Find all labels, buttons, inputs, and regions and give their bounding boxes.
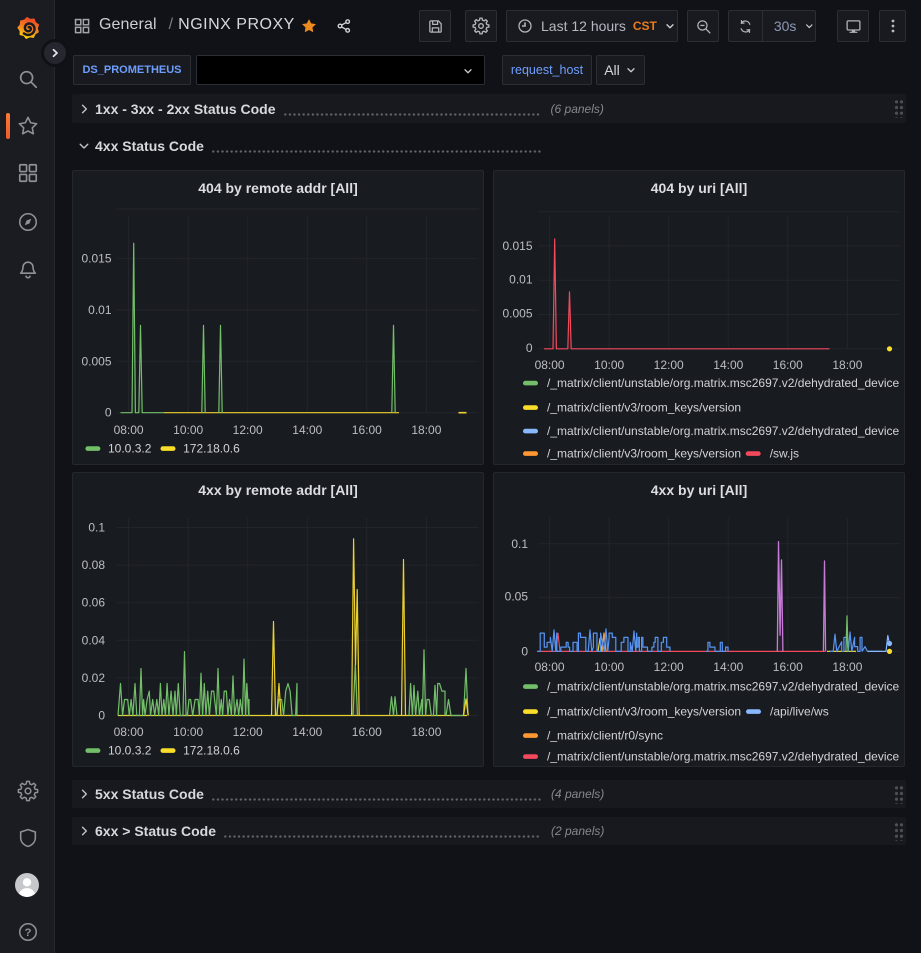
svg-text:12:00: 12:00 (233, 725, 263, 739)
svg-text:0.1: 0.1 (88, 521, 105, 535)
svg-text:0.01: 0.01 (509, 272, 533, 286)
svg-text:172.18.0.6: 172.18.0.6 (183, 744, 240, 758)
svg-text:/_matrix/client/unstable/org.m: /_matrix/client/unstable/org.matrix.msc2… (547, 680, 900, 694)
svg-text:0.015: 0.015 (502, 239, 532, 253)
svg-text:14:00: 14:00 (713, 358, 743, 372)
svg-text:/_matrix/client/v3/room_keys/v: /_matrix/client/v3/room_keys/version (547, 705, 741, 719)
svg-text:0.06: 0.06 (82, 596, 106, 610)
svg-text:0.005: 0.005 (81, 354, 111, 368)
svg-text:?: ? (25, 927, 32, 939)
svg-text:0: 0 (526, 341, 533, 355)
svg-text:12:00: 12:00 (654, 660, 684, 674)
svg-text:0.01: 0.01 (88, 303, 112, 317)
svg-text:/_matrix/client/v3/room_keys/v: /_matrix/client/v3/room_keys/version (547, 401, 741, 415)
svg-text:08:00: 08:00 (535, 358, 565, 372)
svg-text:12:00: 12:00 (233, 423, 263, 437)
svg-text:14:00: 14:00 (292, 423, 322, 437)
svg-text:10.0.3.2: 10.0.3.2 (108, 442, 152, 456)
svg-text:18:00: 18:00 (832, 358, 862, 372)
svg-text:/_matrix/client/v3/room_keys/v: /_matrix/client/v3/room_keys/version (547, 447, 741, 461)
svg-text:/api/live/ws: /api/live/ws (770, 705, 829, 719)
svg-text:0: 0 (105, 406, 112, 420)
svg-text:/_matrix/client/unstable/org.m: /_matrix/client/unstable/org.matrix.msc2… (547, 750, 900, 764)
svg-text:0: 0 (98, 709, 105, 723)
svg-text:0.04: 0.04 (82, 633, 106, 647)
svg-text:0.08: 0.08 (82, 558, 106, 572)
svg-text:10:00: 10:00 (173, 725, 203, 739)
svg-text:/_matrix/client/unstable/org.m: /_matrix/client/unstable/org.matrix.msc2… (547, 424, 900, 438)
svg-text:10.0.3.2: 10.0.3.2 (108, 744, 152, 758)
svg-text:08:00: 08:00 (114, 725, 144, 739)
svg-text:0.005: 0.005 (502, 307, 532, 321)
svg-text:16:00: 16:00 (352, 725, 382, 739)
svg-text:10:00: 10:00 (594, 660, 624, 674)
svg-text:12:00: 12:00 (654, 358, 684, 372)
svg-text:0: 0 (521, 644, 528, 658)
svg-text:0.05: 0.05 (505, 590, 529, 604)
svg-text:14:00: 14:00 (292, 725, 322, 739)
svg-text:16:00: 16:00 (773, 660, 803, 674)
svg-text:/_matrix/client/r0/sync: /_matrix/client/r0/sync (547, 729, 663, 743)
svg-text:10:00: 10:00 (594, 358, 624, 372)
svg-text:0.1: 0.1 (511, 537, 528, 551)
svg-text:10:00: 10:00 (173, 423, 203, 437)
svg-text:/sw.js: /sw.js (770, 447, 799, 461)
svg-text:16:00: 16:00 (773, 358, 803, 372)
svg-text:18:00: 18:00 (411, 725, 441, 739)
svg-text:14:00: 14:00 (713, 660, 743, 674)
svg-text:16:00: 16:00 (352, 423, 382, 437)
svg-text:18:00: 18:00 (832, 660, 862, 674)
svg-text:08:00: 08:00 (114, 423, 144, 437)
svg-text:18:00: 18:00 (411, 423, 441, 437)
svg-text:0.02: 0.02 (82, 671, 106, 685)
svg-text:/_matrix/client/unstable/org.m: /_matrix/client/unstable/org.matrix.msc2… (547, 376, 900, 390)
svg-text:172.18.0.6: 172.18.0.6 (183, 442, 240, 456)
svg-text:08:00: 08:00 (535, 660, 565, 674)
svg-text:0.015: 0.015 (81, 252, 111, 266)
